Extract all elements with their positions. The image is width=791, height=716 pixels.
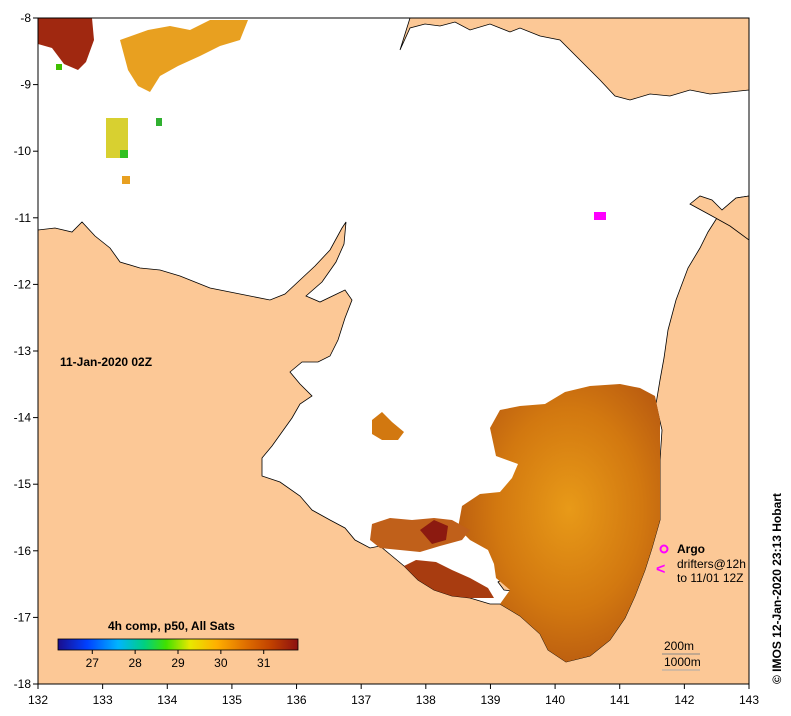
colorbar-tick-label: 31	[257, 656, 271, 670]
drifter-legend-icon: <	[656, 561, 665, 578]
sst-gulf-field	[458, 384, 660, 662]
land-cape-york	[689, 195, 749, 241]
y-tick-label: -12	[14, 277, 32, 291]
y-tick-label: -9	[20, 78, 31, 92]
sst-hotspot	[420, 520, 448, 544]
x-tick-label: 139	[480, 693, 500, 707]
colorbar-labels: 27 28 29 30 31	[86, 650, 271, 670]
y-tick-label: -15	[14, 477, 32, 491]
land-northern-territory	[38, 195, 749, 684]
sst-small-patch	[372, 412, 404, 440]
colorbar-tick-label: 30	[214, 656, 228, 670]
sst-northwest-orange	[120, 20, 248, 92]
y-tick-label: -14	[14, 411, 32, 425]
x-tick-label: 137	[351, 693, 371, 707]
sst-green-dot-3	[156, 118, 162, 126]
x-tick-label: 141	[610, 693, 630, 707]
colorbar-tick-label: 27	[86, 656, 100, 670]
x-tick-label: 132	[28, 693, 48, 707]
colorbar-tick-label: 29	[171, 656, 185, 670]
sst-southwest-warm	[404, 560, 494, 598]
argo-legend-label: Argo	[677, 542, 705, 556]
drifter-legend-sub: to 11/01 12Z	[677, 571, 744, 585]
x-tick-label: 138	[416, 693, 436, 707]
x-tick-label: 134	[157, 693, 177, 707]
y-tick-label: -17	[14, 610, 32, 624]
x-tick-label: 133	[93, 693, 113, 707]
x-tick-label: 143	[739, 693, 759, 707]
date-label: 11-Jan-2020 02Z	[60, 355, 152, 369]
y-tick-label: -13	[14, 344, 32, 358]
contour-200m-label: 200m	[664, 639, 694, 653]
x-tick-label: 136	[287, 693, 307, 707]
credit-text: © IMOS 12-Jan-2020 23:13 Hobart	[770, 493, 784, 684]
sst-northwest-patch	[38, 18, 94, 70]
argo-legend-icon	[659, 544, 669, 554]
land-new-guinea	[399, 18, 749, 101]
x-tick-label: 142	[674, 693, 694, 707]
argo-float-marker	[594, 212, 606, 220]
sst-green-dot-2	[120, 150, 128, 158]
y-tick-label: -11	[15, 211, 32, 225]
x-tick-label: 140	[545, 693, 565, 707]
y-tick-label: -18	[14, 677, 32, 691]
colorbar-title: 4h comp, p50, All Sats	[108, 619, 235, 633]
colorbar	[57, 638, 299, 651]
contour-1000m-label: 1000m	[664, 655, 701, 669]
x-axis: 132 133 134 135 136 137 138 139 140 141 142 143	[28, 684, 759, 707]
sst-orange-dot	[122, 176, 130, 184]
y-tick-label: -16	[14, 544, 32, 558]
y-tick-label: -8	[20, 11, 31, 25]
y-tick-label: -10	[14, 144, 32, 158]
drifter-legend-label: drifters@12h	[677, 557, 746, 571]
sst-yellow-patch	[106, 118, 128, 158]
colorbar-tick-label: 28	[128, 656, 142, 670]
sst-green-dot-1	[56, 64, 62, 70]
x-tick-label: 135	[222, 693, 242, 707]
y-axis: -8 -9 -10 -11 -12 -13 -14 -15 -16 -17 -18	[14, 11, 38, 691]
